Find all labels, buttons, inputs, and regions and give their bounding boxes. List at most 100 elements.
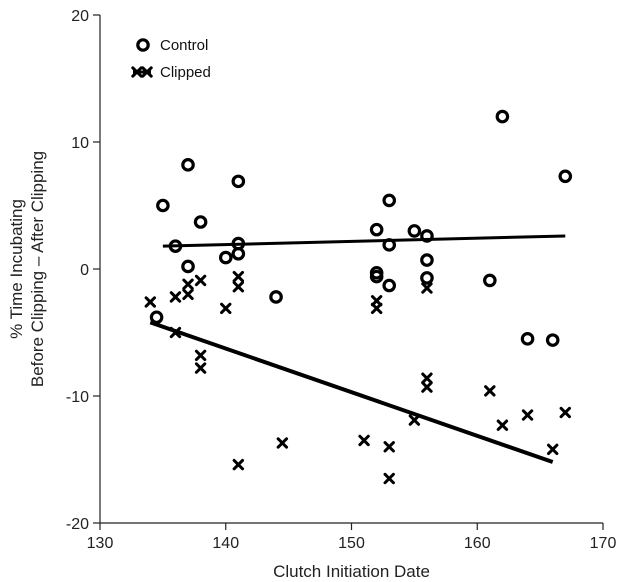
x-stroke (220, 302, 232, 315)
control-point (218, 250, 233, 265)
clipped-point (358, 434, 370, 447)
x-stroke (169, 291, 182, 303)
control-point (369, 222, 384, 237)
x-stroke (144, 296, 156, 308)
x-stroke (383, 472, 395, 485)
x-stroke (232, 281, 245, 293)
y-tick-label: -20 (66, 516, 89, 533)
x-tick-label: 160 (464, 535, 491, 552)
control-point (545, 333, 560, 347)
control-point (382, 238, 397, 252)
clipped-point (370, 302, 383, 315)
x-stroke (276, 437, 289, 449)
clipped-point (182, 278, 194, 290)
control-point (420, 229, 434, 243)
clipped-trendline (149, 320, 554, 464)
x-stroke (194, 274, 207, 287)
y-tick-label: 10 (71, 135, 89, 152)
clipped-point (194, 349, 207, 362)
clipped-point (169, 326, 182, 339)
x-stroke (559, 406, 571, 419)
axes: 130 140 150 160 170 -20 -10 0 10 20 Clutch Initiat… (7, 8, 616, 581)
control-point (168, 239, 183, 253)
trendlines (149, 234, 566, 464)
x-stroke (496, 419, 509, 431)
control-trendline (162, 234, 566, 248)
clipped-point (383, 472, 395, 485)
legend-item-control: Control (136, 37, 208, 54)
clipped-point (421, 372, 433, 384)
clipped-point (220, 302, 232, 315)
control-point (156, 198, 170, 213)
clipped-point (421, 381, 433, 393)
control-point (269, 290, 283, 304)
clipped-point (182, 288, 194, 301)
control-point (231, 174, 246, 189)
x-tick-label: 150 (338, 535, 365, 552)
control-point (193, 215, 208, 229)
clipped-point (496, 419, 509, 431)
clipped-point (383, 441, 395, 453)
clipped-point (276, 437, 289, 449)
x-stroke (421, 372, 433, 384)
x-tick-label: 130 (87, 535, 114, 552)
control-point (181, 259, 195, 274)
x-stroke (383, 441, 395, 453)
legend: Control Clipped (131, 37, 211, 81)
legend-circle-icon (136, 38, 150, 52)
control-point (420, 271, 434, 285)
y-axis-title: % Time Incubating Before Clipping – After… (7, 151, 47, 387)
control-point (407, 224, 422, 238)
x-stroke (194, 349, 207, 362)
y-axis-title-line: % Time Incubating (7, 199, 26, 339)
x-axis-title: Clutch Initiation Date (273, 562, 430, 581)
control-point (495, 109, 510, 124)
clipped-point (232, 270, 245, 283)
clipped-point (484, 385, 496, 397)
x-tick-label: 170 (590, 535, 617, 552)
x-stroke (408, 414, 421, 426)
y-tick-label: 0 (80, 262, 89, 279)
legend-label: Clipped (160, 64, 211, 81)
x-stroke (358, 434, 370, 447)
x-stroke (421, 282, 433, 294)
y-axis-title-line: Before Clipping – After Clipping (28, 151, 47, 387)
clipped-point (194, 362, 207, 374)
control-point (520, 332, 535, 346)
x-stroke (521, 409, 534, 421)
x-stroke (484, 385, 496, 397)
x-stroke (169, 326, 182, 339)
legend-label: Control (160, 37, 208, 54)
control-point (420, 253, 434, 267)
x-stroke (421, 381, 433, 393)
markers (144, 109, 573, 485)
clipped-point (232, 281, 245, 293)
control-point (231, 246, 246, 261)
clipped-point (421, 282, 433, 294)
x-tick-label: 140 (212, 535, 239, 552)
clipped-point (559, 406, 571, 419)
legend-item-clipped: Clipped (131, 64, 211, 81)
clipped-point (144, 296, 156, 308)
y-tick-label: -10 (66, 389, 89, 406)
control-point (558, 169, 573, 184)
control-point (382, 278, 397, 293)
clipped-point (169, 291, 182, 303)
control-point (149, 310, 164, 325)
clipped-point (232, 458, 245, 471)
clipped-point (521, 409, 534, 421)
clipped-point (408, 414, 421, 426)
control-point (382, 193, 397, 208)
x-stroke (194, 362, 207, 374)
x-stroke (232, 270, 245, 283)
clipped-point (194, 274, 207, 287)
clipped-point (547, 443, 559, 456)
x-stroke (182, 288, 194, 301)
x-stroke (232, 458, 245, 471)
y-tick-label: 20 (71, 8, 89, 25)
control-point (181, 158, 195, 172)
control-point (483, 273, 497, 288)
x-stroke (547, 443, 559, 456)
control-point (369, 269, 384, 284)
